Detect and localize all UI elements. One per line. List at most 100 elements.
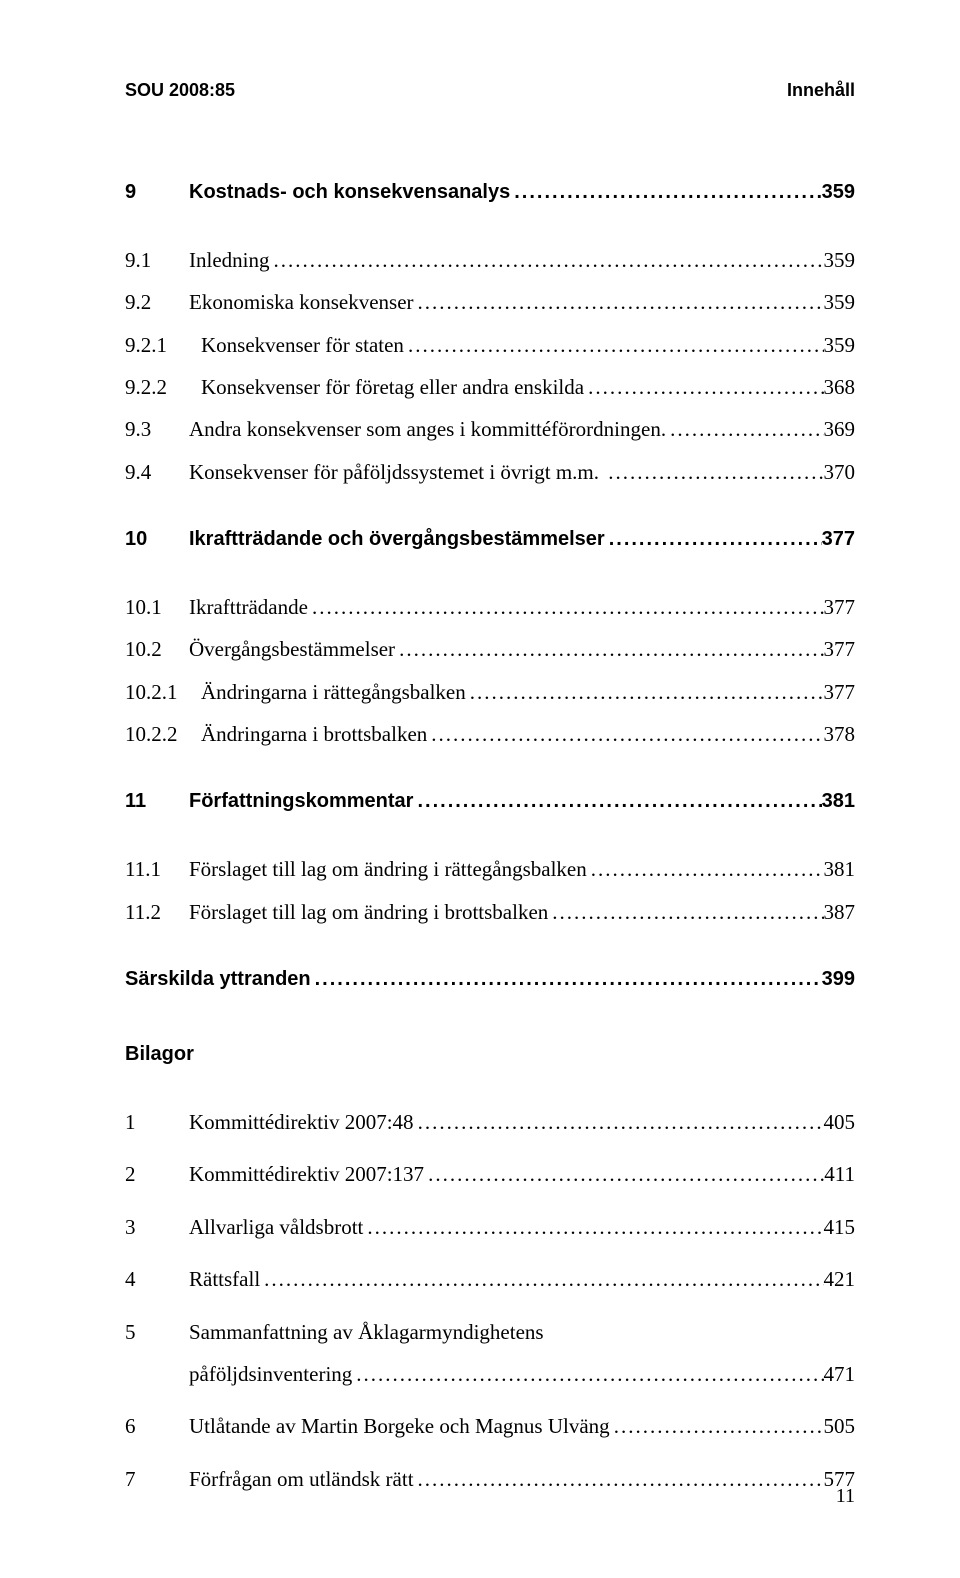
toc-entry: Särskilda yttranden.....................… [125,966,855,993]
toc-leader: ........................................… [269,246,823,274]
toc-page: 359 [824,288,856,316]
toc-leader: ........................................… [587,855,824,883]
toc-entry: 9.1Inledning............................… [125,246,855,274]
toc-entry: 9.2.2Konsekvenser för företag eller andr… [125,373,855,401]
toc-number: 11.1 [125,855,189,883]
toc-leader: ........................................… [363,1213,823,1241]
toc-entry: påföljdsinventering.....................… [125,1360,855,1388]
toc-entry: 1Kommittédirektiv 2007:48...............… [125,1108,855,1136]
running-head-right: Innehåll [787,80,855,101]
toc-leader: ........................................… [413,788,821,815]
running-head-left: SOU 2008:85 [125,80,235,101]
toc-page: 411 [824,1160,855,1188]
toc-leader: ........................................… [605,526,822,553]
toc-page: 359 [822,179,855,206]
toc-entry: 11Författningskommentar.................… [125,788,855,815]
toc-entry: 5Sammanfattning av Åklagarmyndighetens [125,1318,855,1346]
toc-label: Förslaget till lag om ändring i rättegån… [189,855,587,883]
spacer [125,567,855,593]
toc-label: Ekonomiska konsekvenser [189,288,414,316]
toc-page: 377 [824,678,856,706]
toc-label: Kommittédirektiv 2007:137 [189,1160,424,1188]
toc-page: 381 [822,788,855,815]
toc-entry: 10.2Övergångsbestämmelser...............… [125,635,855,663]
toc-number: 7 [125,1465,189,1493]
toc-page: 369 [824,415,856,443]
toc-entry: 9.2.1Konsekvenser för staten............… [125,331,855,359]
toc-leader: ........................................… [311,966,822,993]
toc-page: 415 [824,1213,856,1241]
toc-entry: 9Kostnads- och konsekvensanalys.........… [125,179,855,206]
toc-label: Konsekvenser för företag eller andra ens… [201,373,584,401]
toc-page: 399 [822,966,855,993]
toc-number: 10 [125,526,189,553]
toc-label: Andra konsekvenser som anges i kommittéf… [189,415,666,443]
spacer [125,1455,855,1465]
toc-page: 359 [824,246,856,274]
toc-leader: ........................................… [427,720,823,748]
toc-leader: ........................................… [414,288,824,316]
toc-label: Förslaget till lag om ändring i brottsba… [189,898,548,926]
toc-label: Särskilda yttranden [125,966,311,993]
spacer [125,1308,855,1318]
toc-label: Allvarliga våldsbrott [189,1213,363,1241]
toc-entry: 4Rättsfall..............................… [125,1265,855,1293]
toc-leader: ........................................… [666,415,823,443]
toc-leader: ........................................… [308,593,824,621]
toc-number: 9.2.2 [125,373,201,401]
toc-label: Inledning [189,246,269,274]
toc-page: 505 [824,1412,856,1440]
toc-entry: 6Utlåtande av Martin Borgeke och Magnus … [125,1412,855,1440]
toc-label: Ikraftträdande och övergångsbestämmelser [189,526,605,553]
toc-entry: 11.2Förslaget till lag om ändring i brot… [125,898,855,926]
toc-entry: 10.2.2Ändringarna i brottsbalken........… [125,720,855,748]
toc-entry: 7Förfrågan om utländsk rätt.............… [125,1465,855,1493]
toc-leader: ........................................… [395,635,823,663]
spacer [125,940,855,966]
toc-entry: 9.3Andra konsekvenser som anges i kommit… [125,415,855,443]
toc-page: 378 [824,720,856,748]
toc-leader: ........................................… [584,373,823,401]
toc-label: Rättsfall [189,1265,260,1293]
toc-page: 377 [824,635,856,663]
spacer [125,1402,855,1412]
toc-number: 9.4 [125,458,189,486]
toc-leader: ........................................… [424,1160,824,1188]
toc-entry: Bilagor [125,1041,855,1068]
toc-label: Författningskommentar [189,788,413,815]
toc-entry: 9.2Ekonomiska konsekvenser..............… [125,288,855,316]
toc-number: 10.2.1 [125,678,201,706]
spacer [125,220,855,246]
toc-page: 370 [824,458,856,486]
toc-page: 471 [824,1360,856,1388]
toc-page: 405 [824,1108,856,1136]
toc-entry: 10.2.1Ändringarna i rättegångsbalken....… [125,678,855,706]
toc-page: 359 [824,331,856,359]
toc-number: 10.2 [125,635,189,663]
toc-label: Utlåtande av Martin Borgeke och Magnus U… [189,1412,610,1440]
toc-number: 3 [125,1213,189,1241]
toc-leader: ........................................… [466,678,824,706]
toc-page: 381 [824,855,856,883]
toc-page: 421 [824,1265,856,1293]
spacer [125,829,855,855]
toc-number: 10.2.2 [125,720,201,748]
spacer [125,762,855,788]
toc-entry: 10Ikraftträdande och övergångsbestämmels… [125,526,855,553]
toc-number: 11.2 [125,898,189,926]
toc-label: Övergångsbestämmelser [189,635,395,663]
toc-label: Ändringarna i rättegångsbalken [201,678,466,706]
spacer [125,1203,855,1213]
toc-leader: ........................................… [260,1265,823,1293]
toc-page: 377 [822,526,855,553]
toc-leader: ........................................… [414,1108,824,1136]
toc-label: Ikraftträdande [189,593,308,621]
toc-leader: ........................................… [548,898,823,926]
spacer [125,500,855,526]
toc-label: Sammanfattning av Åklagarmyndighetens [189,1318,544,1346]
spacer [125,1082,855,1108]
toc-page: 368 [824,373,856,401]
toc-label: Förfrågan om utländsk rätt [189,1465,414,1493]
spacer [125,1255,855,1265]
toc-entry: 10.1Ikraftträdande......................… [125,593,855,621]
